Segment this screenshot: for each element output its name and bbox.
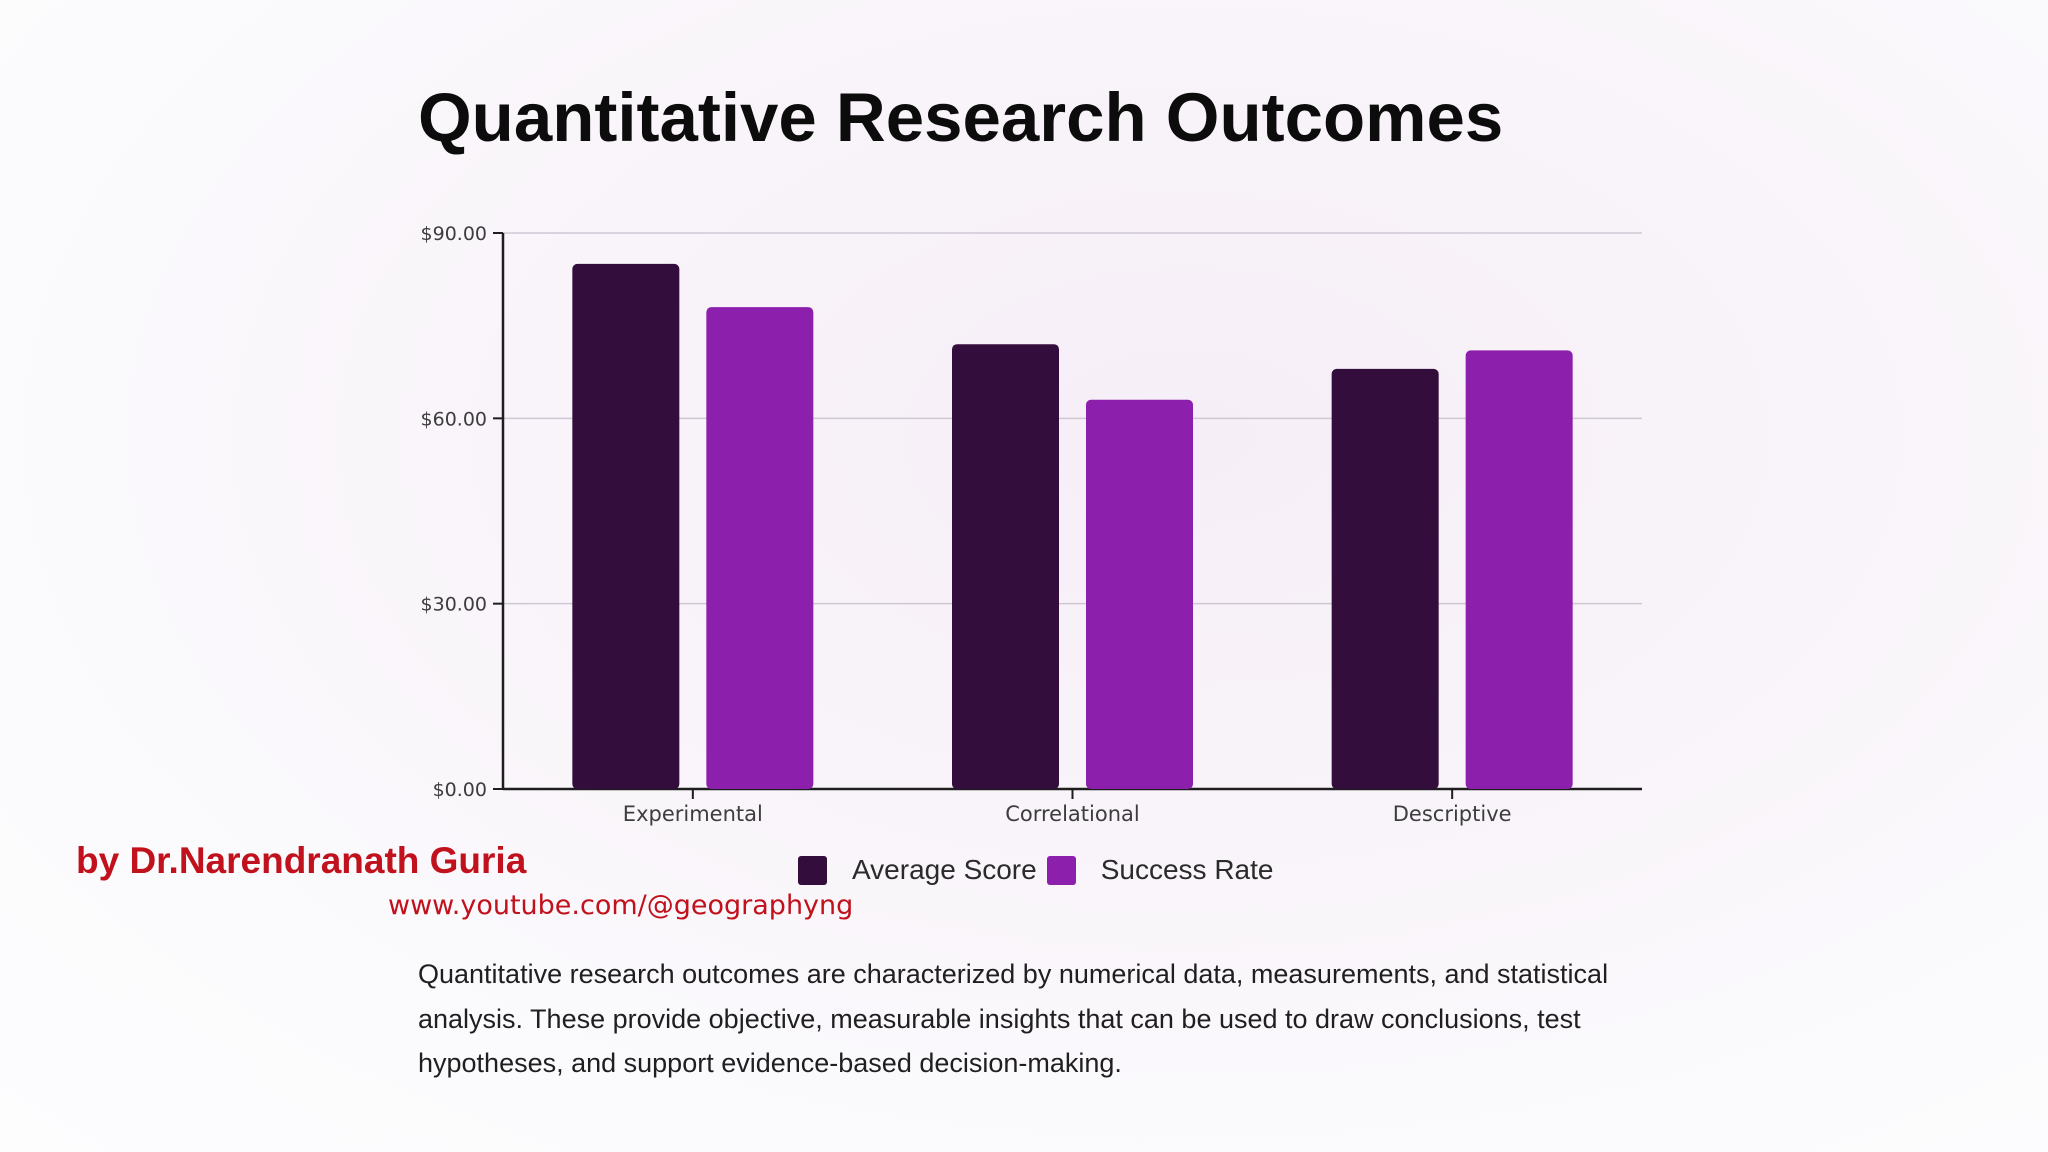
- description-text: Quantitative research outcomes are chara…: [418, 959, 1609, 1078]
- chart-legend: Average Score Success Rate: [798, 854, 1283, 886]
- bar-chart: $0.00 $30.00 $60.00 $90.00 Experimental Corre…: [421, 223, 1642, 826]
- author-credit: by Dr.Narendranath Guria: [76, 840, 527, 881]
- bar-descriptive-success-rate: [1465, 350, 1573, 789]
- bar-correlational-average-score: [952, 344, 1059, 789]
- y-tick-label: $0.00: [433, 779, 487, 801]
- bar-descriptive-average-score: [1331, 368, 1439, 789]
- legend-label-average-score: Average Score: [852, 854, 1037, 885]
- legend-swatch-success-rate: [1046, 855, 1076, 885]
- slide-title: Quantitative Research Outcomes: [418, 79, 1504, 156]
- y-tick-label: $60.00: [421, 408, 487, 430]
- bar-experimental-average-score: [572, 263, 680, 789]
- legend-label-success-rate: Success Rate: [1100, 854, 1274, 885]
- legend-swatch-average-score: [798, 855, 827, 885]
- legend-item-success-rate: Success Rate: [1046, 854, 1284, 886]
- channel-url: www.youtube.com/@geographyng: [388, 890, 854, 921]
- bar-experimental-success-rate: [706, 307, 814, 789]
- y-tick-label: $90.00: [421, 223, 487, 245]
- y-tick-label: $30.00: [421, 594, 487, 616]
- bar-correlational-success-rate: [1086, 399, 1193, 789]
- x-category-label: Experimental: [623, 802, 763, 826]
- x-category-label: Descriptive: [1393, 802, 1512, 826]
- legend-item-average-score: Average Score: [798, 854, 1047, 886]
- x-category-label: Correlational: [1005, 802, 1140, 826]
